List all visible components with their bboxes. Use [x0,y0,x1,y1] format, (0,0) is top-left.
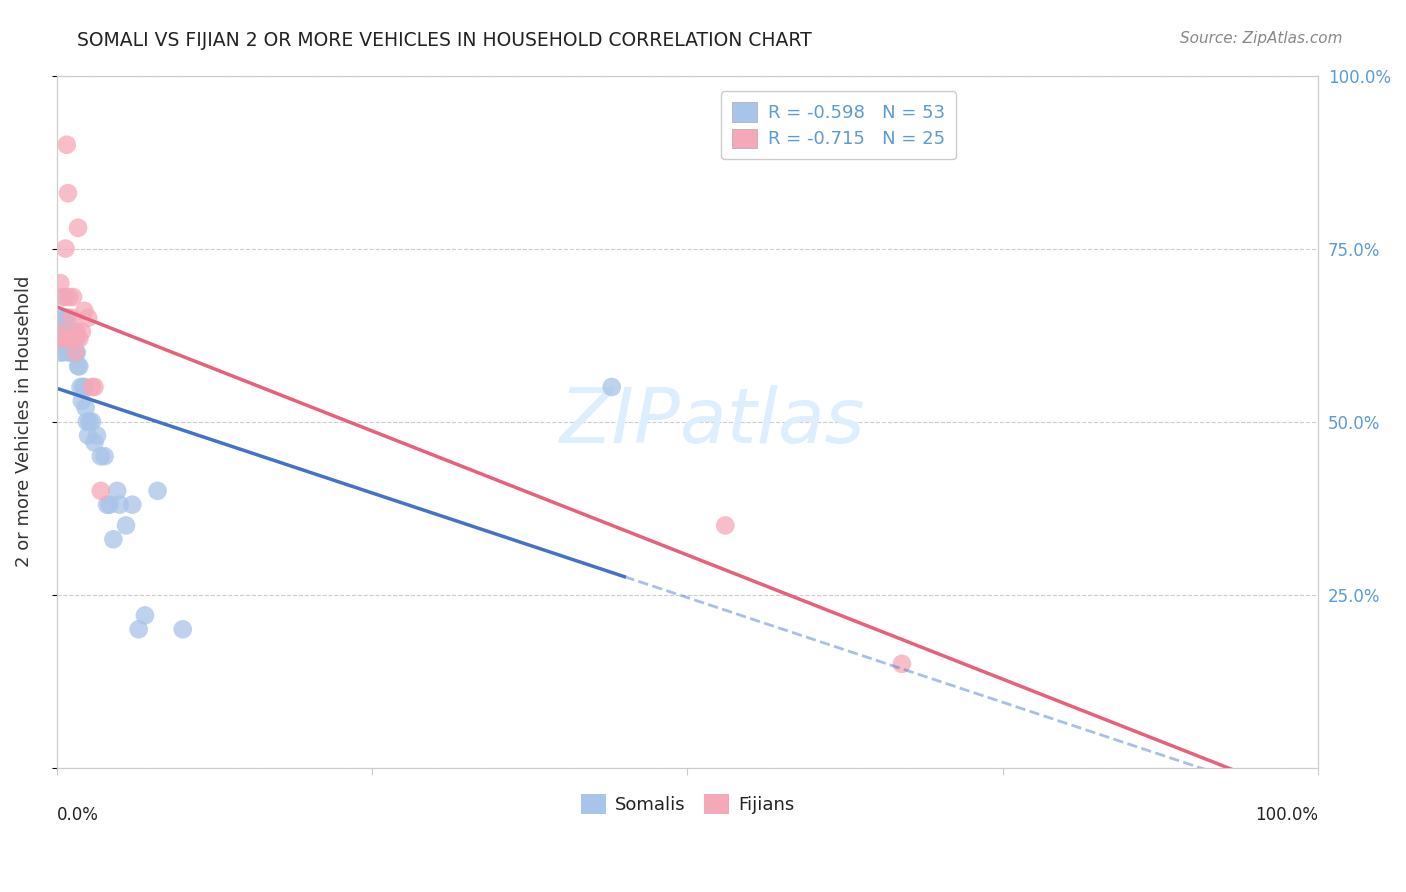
Point [115,518,138,533]
Text: 100.0%: 100.0% [1256,805,1319,824]
Point [53,332,76,346]
Point [55,325,77,339]
Text: Source: ZipAtlas.com: Source: ZipAtlas.com [1180,31,1343,46]
Point [70,393,93,408]
Point [70,325,93,339]
Point [49,276,72,290]
Point [105,483,128,498]
Point [90,449,112,463]
Point [51,332,73,346]
Point [55,332,77,346]
Text: 0.0%: 0.0% [56,805,98,824]
Point [63,332,86,346]
Point [72,380,94,394]
Point [59,332,82,346]
Point [63,332,86,346]
Point [55,310,77,325]
Point [146,483,169,498]
Point [83,380,105,394]
Point [65,325,87,339]
Point [52,345,75,359]
Point [67,359,90,374]
Point [90,483,112,498]
Y-axis label: 2 or more Vehicles in Household: 2 or more Vehicles in Household [15,276,32,567]
Point [55,137,77,152]
Point [63,345,86,359]
Text: SOMALI VS FIJIAN 2 OR MORE VEHICLES IN HOUSEHOLD CORRELATION CHART: SOMALI VS FIJIAN 2 OR MORE VEHICLES IN H… [77,31,813,50]
Point [65,345,87,359]
Point [890,657,912,671]
Point [134,608,156,623]
Point [59,332,82,346]
Point [108,498,131,512]
Point [86,428,108,442]
Point [55,290,77,304]
Point [73,304,96,318]
Point [53,332,76,346]
Point [67,332,90,346]
Point [60,310,83,325]
Point [98,498,121,512]
Point [79,415,101,429]
Point [48,325,70,339]
Point [56,332,79,346]
Point [600,380,623,394]
Point [49,345,72,359]
Point [73,380,96,394]
Point [96,498,118,512]
Point [62,345,84,359]
Point [58,290,80,304]
Point [62,332,84,346]
Point [66,345,89,359]
Point [80,380,103,394]
Point [58,332,80,346]
Legend: Somalis, Fijians: Somalis, Fijians [574,787,801,821]
Point [128,622,150,636]
Point [56,186,79,201]
Point [103,533,125,547]
Point [59,345,82,359]
Point [67,359,90,374]
Point [60,325,83,339]
Point [58,345,80,359]
Point [67,220,90,235]
Point [48,332,70,346]
Point [65,345,87,359]
Point [55,242,77,256]
Text: ZIPatlas: ZIPatlas [560,384,865,458]
Point [75,401,97,415]
Point [93,449,115,463]
Point [172,622,194,636]
Point [56,310,79,325]
Point [80,415,103,429]
Point [60,332,83,346]
Point [51,310,73,325]
Point [66,325,89,339]
Point [77,428,100,442]
Point [52,290,75,304]
Point [62,290,84,304]
Point [52,325,75,339]
Point [76,415,98,429]
Point [69,380,91,394]
Point [77,310,100,325]
Point [714,518,737,533]
Point [66,332,89,346]
Point [83,435,105,450]
Point [121,498,143,512]
